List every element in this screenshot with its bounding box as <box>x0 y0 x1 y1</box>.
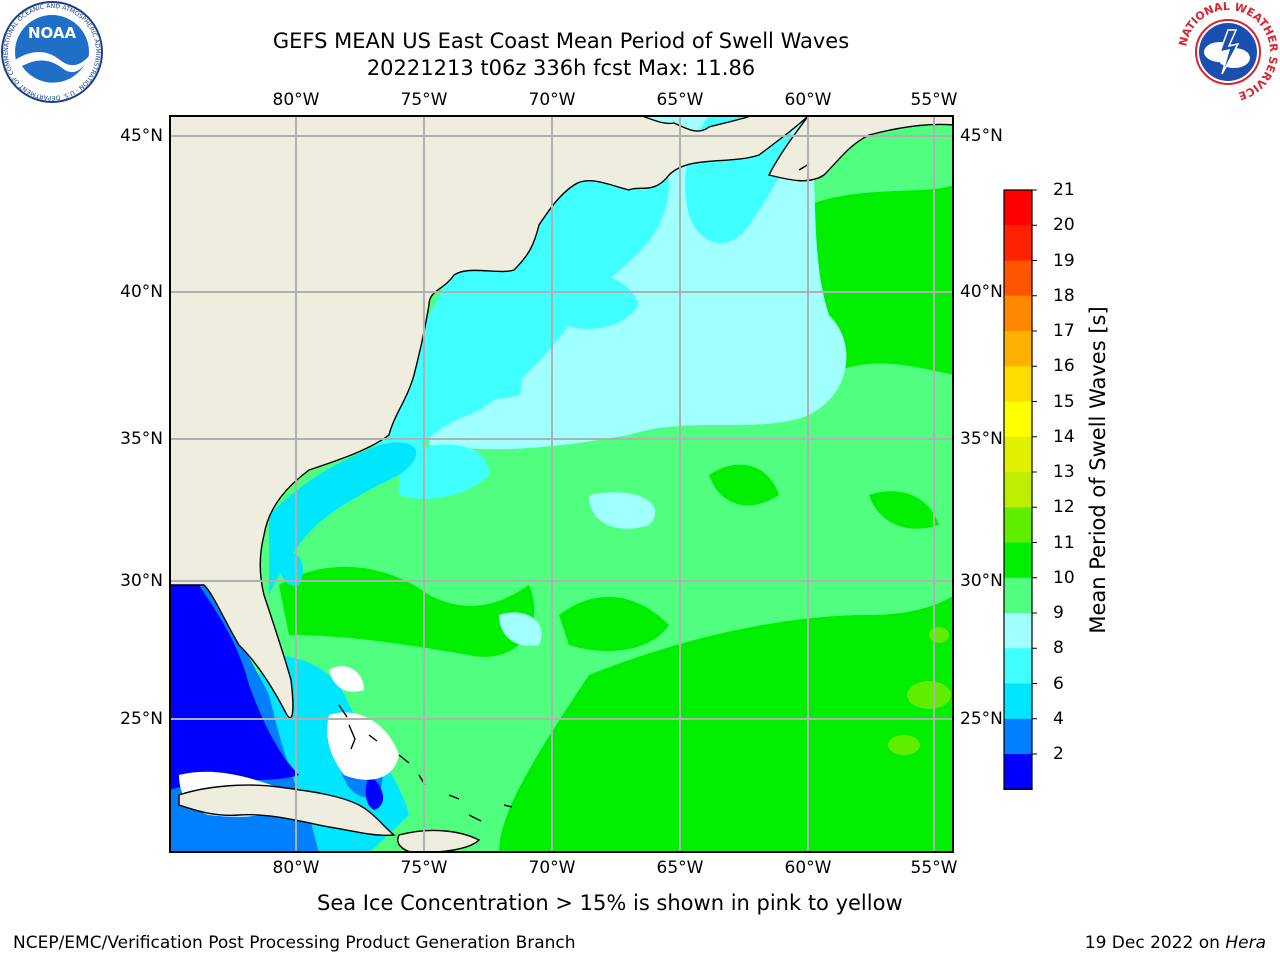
lon-label-bottom: 65°W <box>656 858 704 878</box>
footer-date-text: 19 Dec 2022 on <box>1084 933 1226 953</box>
lat-label-right: 30°N <box>960 571 1003 591</box>
maritimes-land <box>767 115 954 182</box>
colorbar-tick-label: 2 <box>1053 744 1064 764</box>
lat-label-right: 25°N <box>960 709 1003 729</box>
lon-label-bottom: 55°W <box>910 858 958 878</box>
lon-label-top: 80°W <box>272 90 320 110</box>
colorbar-bin <box>1004 683 1032 720</box>
lon-label-top: 60°W <box>784 90 832 110</box>
lat-label-left: 30°N <box>120 571 163 591</box>
colorbar-bin <box>1004 507 1032 543</box>
colorbar-tick-label: 11 <box>1053 532 1075 553</box>
us-east-coast-land <box>169 115 810 719</box>
colorbar-label: Mean Period of Swell Waves [s] <box>1086 306 1110 634</box>
colorbar-tick-label: 15 <box>1053 391 1075 412</box>
colorbar-bin <box>1004 542 1032 579</box>
colorbar-tick-label: 20 <box>1053 215 1075 236</box>
colorbar-bin <box>1004 331 1032 367</box>
lon-label-bottom: 60°W <box>784 858 832 878</box>
colorbar-tick-label: 12 <box>1053 497 1075 518</box>
band-11-12 <box>279 185 954 853</box>
noaa-logo: NATIONAL OCEANIC AND ATMOSPHERIC ADMINIS… <box>0 0 103 103</box>
colorbar-bin <box>1004 648 1032 684</box>
footer-date: 19 Dec 2022 on Hera <box>1085 933 1266 953</box>
map-border <box>169 115 954 853</box>
cuba-land <box>178 784 396 837</box>
colorbar-tick-label: 19 <box>1053 250 1075 271</box>
colorbar-bin <box>1004 366 1032 402</box>
colorbar-bin <box>1004 754 1032 790</box>
colorbar-bin <box>1004 401 1032 438</box>
colorbar-tick-label: 4 <box>1053 708 1064 729</box>
nws-logo: NATIONAL WEATHER SERVICE <box>1176 0 1280 103</box>
lon-label-bottom: 70°W <box>528 858 576 878</box>
lat-label-left: 40°N <box>120 282 163 302</box>
colorbar-bin <box>1004 577 1032 614</box>
lat-label-right: 35°N <box>960 429 1003 449</box>
lon-label-bottom: 75°W <box>400 858 448 878</box>
footer-host: Hera <box>1225 933 1266 953</box>
lon-label-top: 65°W <box>656 90 704 110</box>
footer-credit: NCEP/EMC/Verification Post Processing Pr… <box>13 933 576 953</box>
colorbar-bin <box>1004 613 1032 649</box>
colorbar-bin <box>1004 436 1032 473</box>
colorbar-tick-label: 8 <box>1053 638 1064 659</box>
colorbar-tick-label: 18 <box>1053 285 1075 306</box>
colorbar-tick-label: 6 <box>1053 673 1064 694</box>
map-panel <box>169 115 954 853</box>
lat-label-right: 40°N <box>960 282 1003 302</box>
lon-label-bottom: 80°W <box>272 858 320 878</box>
sea-ice-note: Sea Ice Concentration > 15% is shown in … <box>317 891 903 915</box>
colorbar-bin <box>1004 225 1032 261</box>
lat-label-left: 35°N <box>120 429 163 449</box>
lat-label-left: 45°N <box>120 126 163 146</box>
colorbar-frame <box>1003 189 1033 790</box>
lat-label-right: 45°N <box>960 126 1003 146</box>
lon-label-top: 75°W <box>400 90 448 110</box>
chart-subtitle: 20221213 t06z 336h fcst Max: 11.86 <box>366 56 756 80</box>
colorbar-tick-label: 14 <box>1053 426 1075 447</box>
hispaniola-land <box>397 829 481 853</box>
colorbar <box>1003 189 1037 790</box>
colorbar-tick-label: 9 <box>1053 603 1064 623</box>
graticule <box>169 115 954 853</box>
colorbar-tick-label: 10 <box>1053 567 1075 588</box>
swell-period-map <box>169 115 954 853</box>
colorbar-tick-label: 17 <box>1053 321 1075 341</box>
colorbar-tick-label: 21 <box>1053 180 1075 200</box>
colorbar-tick-label: 13 <box>1053 462 1075 482</box>
lon-label-top: 55°W <box>910 90 958 110</box>
bahamas-islands <box>338 163 810 822</box>
lat-label-left: 25°N <box>120 709 163 729</box>
noaa-logo-text: NOAA <box>28 24 77 42</box>
colorbar-bin <box>1004 190 1032 226</box>
colorbar-bin <box>1004 260 1032 297</box>
colorbar-bin <box>1004 295 1032 332</box>
colorbar-tick-label: 16 <box>1053 356 1075 377</box>
chart-title: GEFS MEAN US East Coast Mean Period of S… <box>272 29 850 53</box>
lon-label-top: 70°W <box>528 90 576 110</box>
colorbar-bin <box>1004 472 1032 508</box>
colorbar-bin <box>1004 718 1032 755</box>
